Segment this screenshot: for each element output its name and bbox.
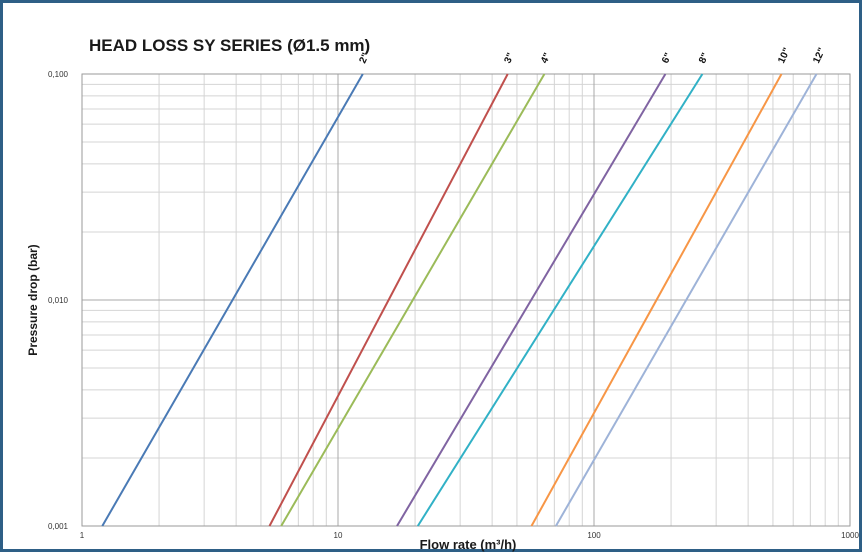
x-tick-labels: 1 10 100 1000: [80, 531, 860, 540]
series-line-0: [101, 73, 364, 527]
y-tick-labels: 0,001 0,010 0,100: [48, 70, 69, 531]
series-label-4: 8": [697, 51, 711, 65]
plot-area-border: [81, 73, 851, 527]
series-label-3: 6": [660, 51, 674, 65]
y-tick-label: 0,100: [48, 70, 69, 79]
y-tick-label: 0,001: [48, 522, 69, 531]
series-line-3: [396, 73, 667, 527]
series-label-5: 10": [776, 46, 793, 65]
series-label-6: 12": [811, 46, 828, 65]
x-tick-label: 1: [80, 531, 85, 540]
series-label-1: 3": [502, 51, 516, 65]
x-tick-label: 1000: [841, 531, 859, 540]
y-axis-label: Pressure drop (bar): [26, 244, 40, 355]
series-line-2: [280, 73, 546, 527]
series-line-6: [555, 73, 818, 527]
series-line-1: [268, 73, 509, 527]
series-labels: 2" 3" 4" 6" 8" 10" 12": [358, 46, 828, 65]
series-lines: [101, 73, 818, 527]
x-tick-label: 100: [587, 531, 601, 540]
series-line-5: [530, 73, 783, 527]
x-tick-label: 10: [334, 531, 343, 540]
series-line-4: [416, 73, 704, 527]
series-label-0: 2": [358, 51, 372, 65]
y-tick-label: 0,010: [48, 296, 69, 305]
x-axis-label: Flow rate (m³/h): [420, 537, 517, 552]
series-label-2: 4": [539, 51, 553, 65]
chart-title: HEAD LOSS SY SERIES (Ø1.5 mm): [89, 36, 370, 55]
